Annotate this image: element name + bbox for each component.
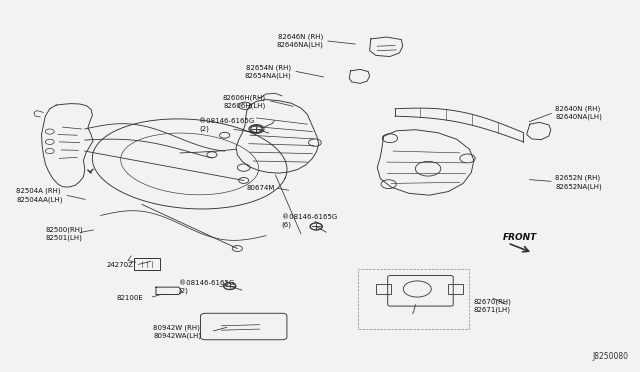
Circle shape: [310, 223, 322, 230]
Circle shape: [223, 282, 236, 290]
Circle shape: [207, 152, 217, 158]
Text: J8250080: J8250080: [593, 352, 628, 361]
Text: 24270Z: 24270Z: [107, 262, 134, 268]
Text: 80674M: 80674M: [247, 185, 275, 191]
Text: FRONT: FRONT: [503, 233, 538, 242]
Text: 82652N (RH)
82652NA(LH): 82652N (RH) 82652NA(LH): [556, 175, 602, 190]
Text: ®08146-6165G
(2): ®08146-6165G (2): [179, 280, 234, 294]
Text: 82606H(RH)
82606H(LH): 82606H(RH) 82606H(LH): [223, 94, 266, 109]
Text: ®08146-6165G
(2): ®08146-6165G (2): [199, 118, 255, 132]
Text: 82504A (RH)
82504AA(LH): 82504A (RH) 82504AA(LH): [16, 188, 63, 203]
Circle shape: [250, 125, 263, 133]
Circle shape: [239, 177, 249, 183]
Text: 82670(RH)
82671(LH): 82670(RH) 82671(LH): [474, 298, 512, 313]
Circle shape: [220, 132, 230, 138]
Text: 82500(RH)
82501(LH): 82500(RH) 82501(LH): [45, 227, 83, 241]
Circle shape: [251, 126, 262, 132]
Circle shape: [232, 246, 243, 251]
Text: 82640N (RH)
82640NA(LH): 82640N (RH) 82640NA(LH): [556, 105, 602, 120]
Circle shape: [310, 223, 323, 230]
Circle shape: [224, 283, 236, 289]
Text: 80942W (RH)
80942WA(LH): 80942W (RH) 80942WA(LH): [154, 325, 202, 339]
Text: 82100E: 82100E: [116, 295, 143, 301]
Text: 82654N (RH)
82654NA(LH): 82654N (RH) 82654NA(LH): [244, 65, 291, 79]
Text: ®08146-6165G
(6): ®08146-6165G (6): [282, 214, 337, 228]
Text: 82646N (RH)
82646NA(LH): 82646N (RH) 82646NA(LH): [276, 33, 323, 48]
Circle shape: [249, 125, 264, 134]
